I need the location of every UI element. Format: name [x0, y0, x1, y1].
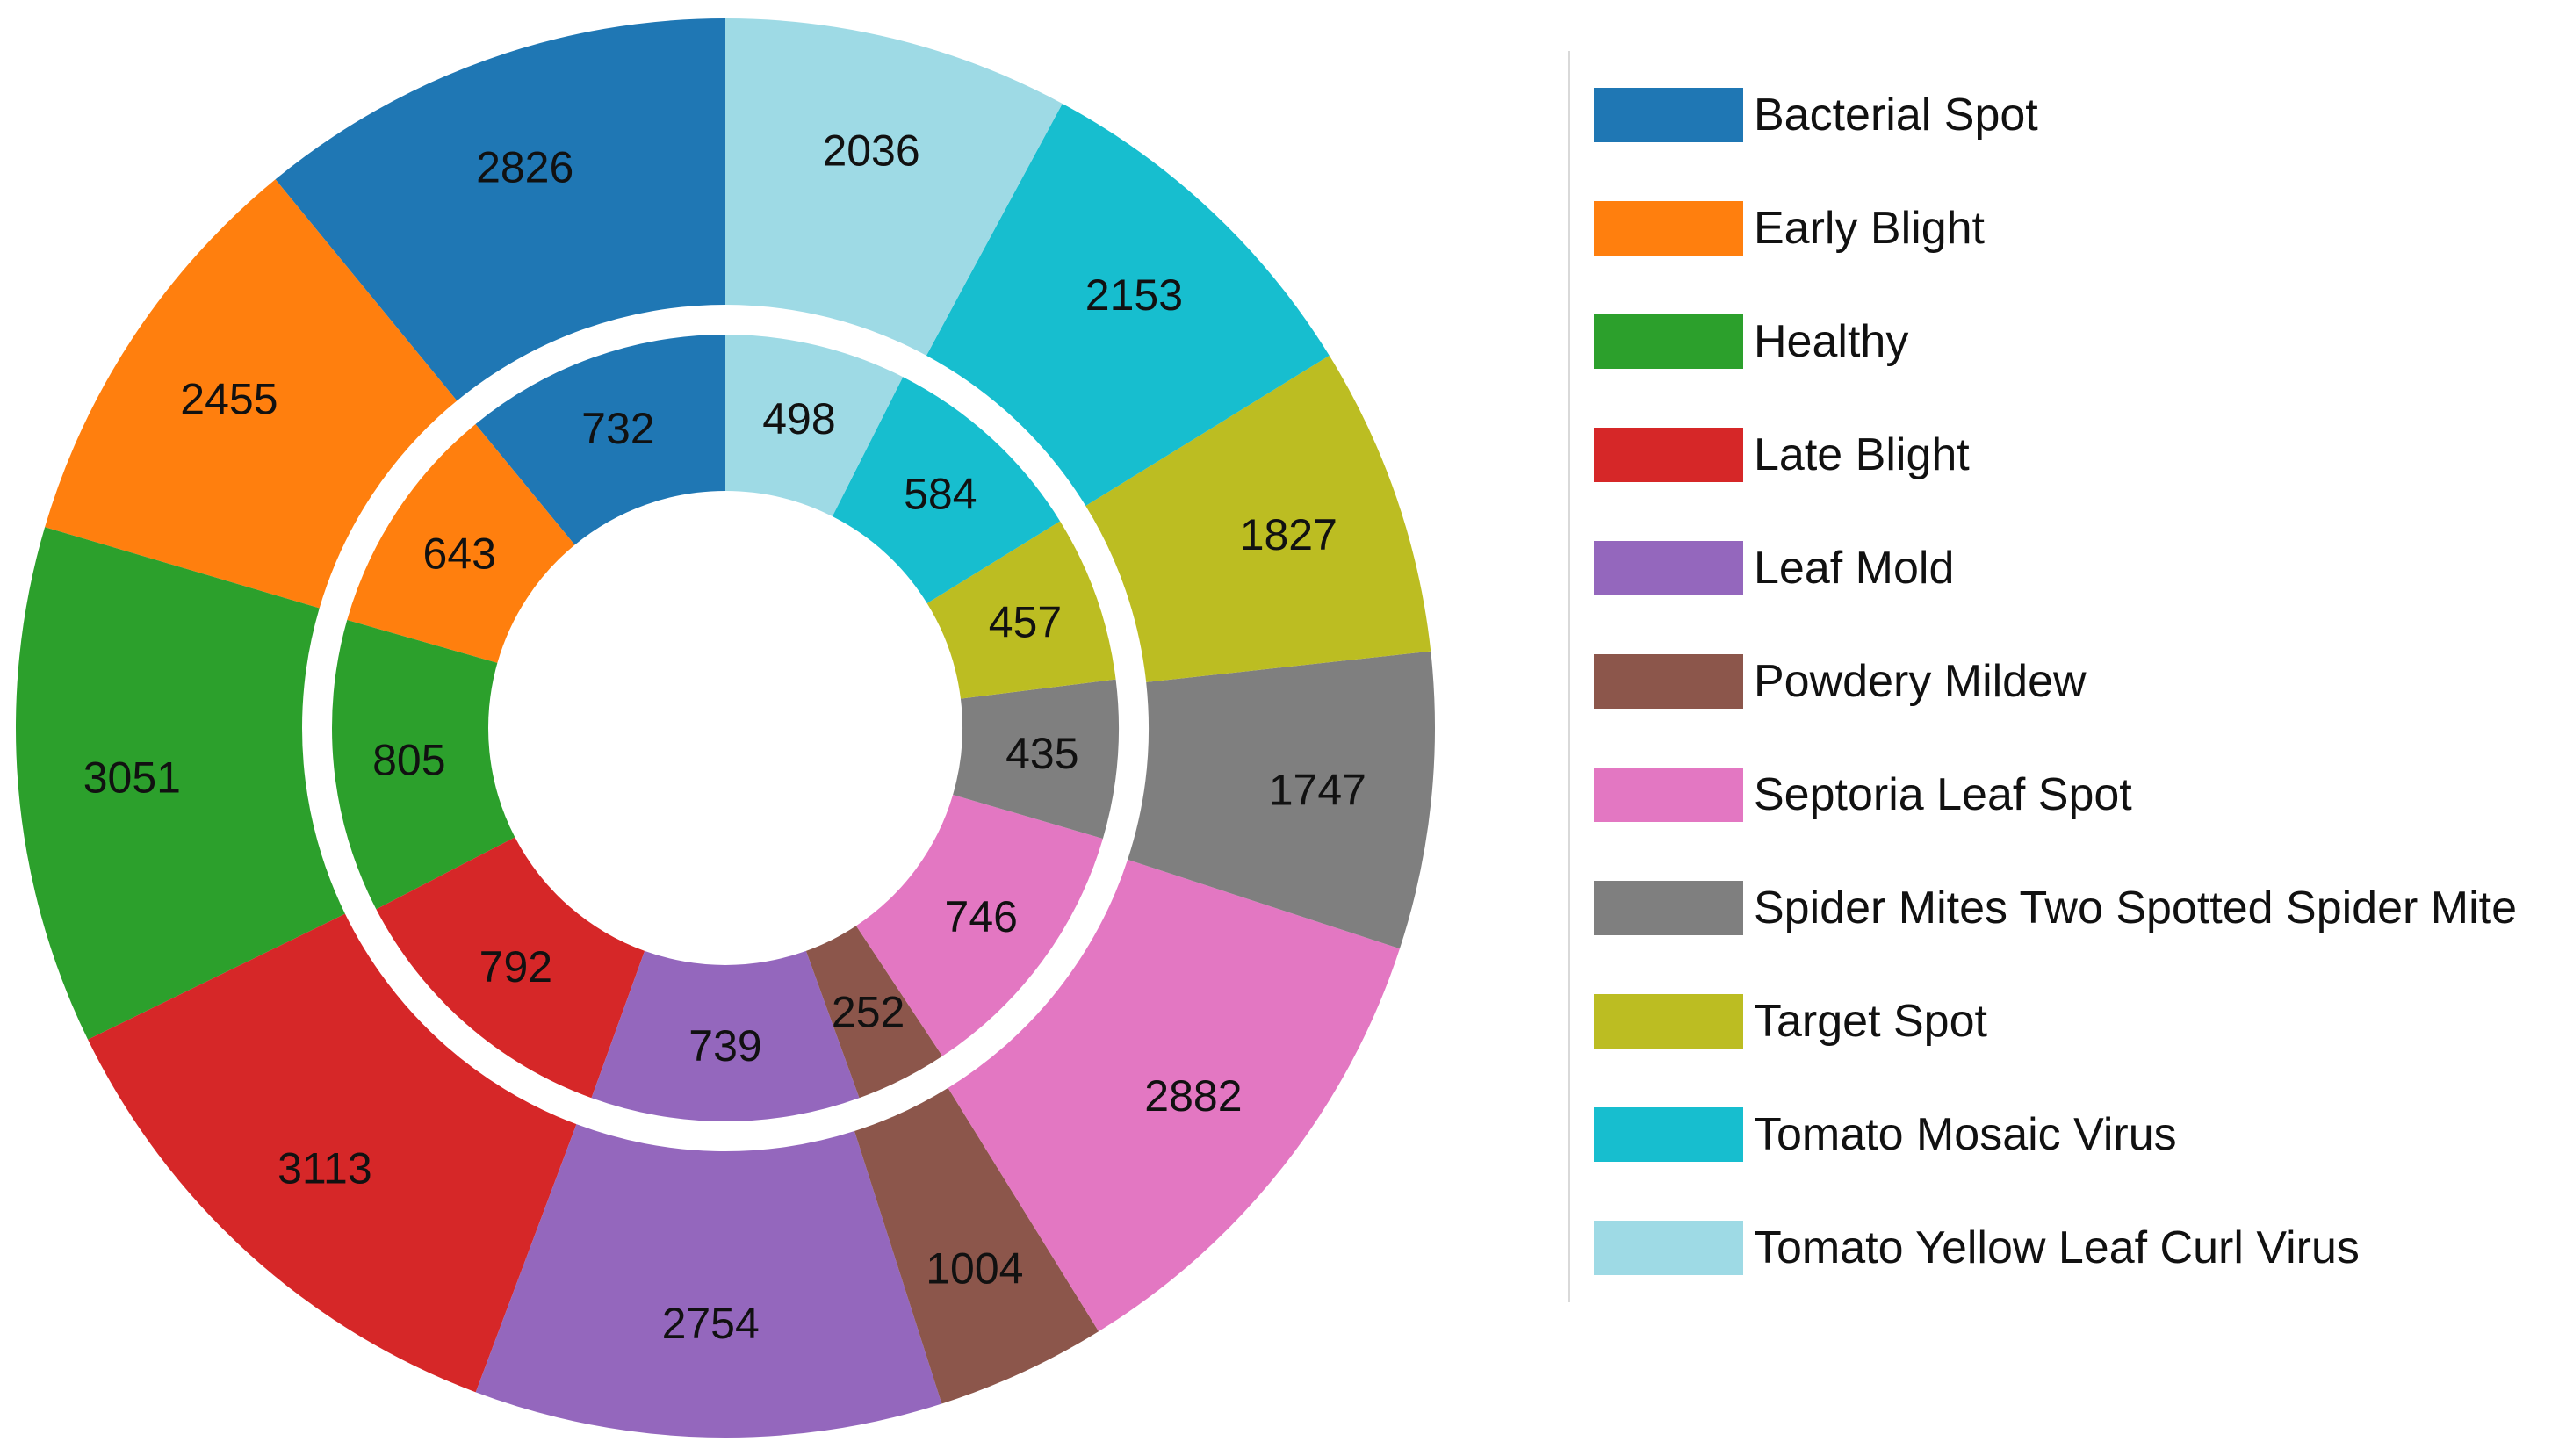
legend-item-powdery-mildew: Powdery Mildew [1594, 652, 2517, 710]
outer-slice-spider-mites-two-spotted-spider-mite [1128, 651, 1436, 949]
legend-item-tomato-yellow-leaf-curl-virus: Tomato Yellow Leaf Curl Virus [1594, 1218, 2517, 1277]
legend-label: Healthy [1754, 315, 1909, 367]
outer-slice-powdery-mildew [854, 1087, 1099, 1404]
legend-divider [1568, 51, 1570, 1302]
legend-item-late-blight: Late Blight [1594, 425, 2517, 484]
legend-label: Leaf Mold [1754, 542, 1955, 594]
inner-value-label: 792 [479, 942, 552, 991]
outer-slice-early-blight [45, 179, 458, 609]
outer-slice-late-blight [88, 913, 577, 1393]
outer-slice-septoria-leaf-spot [948, 859, 1400, 1332]
inner-slice-bacterial-spot [475, 335, 725, 545]
legend-swatch [1594, 200, 1743, 256]
outer-slice-target-spot [1085, 355, 1431, 682]
inner-value-label: 252 [832, 987, 905, 1036]
outer-value-label: 2754 [662, 1299, 760, 1348]
legend-swatch [1594, 880, 1743, 935]
inner-slice-powdery-mildew [805, 926, 943, 1099]
legend-swatch [1594, 427, 1743, 482]
inner-value-label: 732 [581, 404, 654, 453]
legend-label: Septoria Leaf Spot [1754, 768, 2132, 820]
legend-swatch [1594, 87, 1743, 142]
legend-item-tomato-mosaic-virus: Tomato Mosaic Virus [1594, 1105, 2517, 1164]
legend-label: Tomato Yellow Leaf Curl Virus [1754, 1222, 2360, 1273]
inner-slice-tomato-yellow-leaf-curl-virus [725, 335, 904, 517]
legend-swatch [1594, 767, 1743, 822]
inner-value-label: 643 [423, 530, 496, 579]
legend-label: Tomato Mosaic Virus [1754, 1108, 2177, 1160]
legend-label: Target Spot [1754, 995, 1987, 1047]
legend-item-target-spot: Target Spot [1594, 991, 2517, 1050]
legend-swatch [1594, 1106, 1743, 1162]
outer-slice-leaf-mold [475, 1124, 942, 1438]
legend-label: Spider Mites Two Spotted Spider Mite [1754, 882, 2518, 933]
outer-value-label: 2036 [822, 126, 919, 176]
legend-label: Bacterial Spot [1754, 89, 2038, 141]
legend-item-healthy: Healthy [1594, 312, 2517, 371]
legend-item-septoria-leaf-spot: Septoria Leaf Spot [1594, 765, 2517, 824]
outer-value-label: 1747 [1269, 765, 1366, 814]
inner-value-label: 584 [904, 469, 977, 518]
legend-label: Early Blight [1754, 202, 1985, 254]
inner-value-label: 805 [372, 735, 445, 784]
inner-slice-target-spot [926, 521, 1116, 699]
legend-item-early-blight: Early Blight [1594, 198, 2517, 257]
legend-swatch [1594, 993, 1743, 1049]
legend-item-bacterial-spot: Bacterial Spot [1594, 85, 2517, 144]
inner-slice-spider-mites-two-spotted-spider-mite [953, 679, 1119, 839]
legend-label: Powdery Mildew [1754, 655, 2087, 707]
outer-slice-tomato-mosaic-virus [926, 103, 1330, 507]
legend-swatch [1594, 540, 1743, 595]
legend-swatch [1594, 653, 1743, 709]
legend-swatch [1594, 314, 1743, 369]
inner-slice-leaf-mold [591, 950, 860, 1122]
outer-slice-healthy [16, 527, 345, 1040]
outer-value-label: 3113 [278, 1144, 372, 1193]
inner-value-label: 498 [762, 394, 835, 443]
outer-value-label: 2826 [476, 143, 573, 192]
inner-slice-septoria-leaf-spot [855, 794, 1103, 1056]
inner-slice-early-blight [347, 423, 575, 663]
inner-value-label: 746 [945, 892, 1018, 941]
outer-value-label: 3051 [83, 753, 181, 803]
inner-slice-tomato-mosaic-virus [832, 377, 1061, 604]
inner-value-label: 457 [989, 598, 1062, 647]
inner-slice-healthy [332, 620, 515, 910]
outer-value-label: 2455 [180, 374, 278, 423]
outer-value-label: 1004 [926, 1244, 1023, 1294]
inner-value-label: 435 [1005, 729, 1078, 778]
outer-value-label: 2153 [1085, 270, 1183, 320]
outer-value-label: 2882 [1144, 1071, 1242, 1121]
donut-chart: 2826 2455 3051 3113 2754 1004 2882 1747 1827 2153… [16, 18, 1436, 1438]
inner-slice-late-blight [376, 837, 645, 1099]
outer-value-label: 1827 [1240, 510, 1337, 559]
legend-item-leaf-mold: Leaf Mold [1594, 538, 2517, 597]
outer-slice-tomato-yellow-leaf-curl-virus [725, 18, 1063, 356]
legend: Bacterial Spot Early Blight Healthy Late Bl… [1594, 85, 2517, 1331]
legend-label: Late Blight [1754, 429, 1970, 480]
legend-item-spider-mites-two-spotted-spider-mite: Spider Mites Two Spotted Spider Mite [1594, 878, 2517, 937]
outer-slice-bacterial-spot [275, 18, 726, 401]
inner-value-label: 739 [688, 1021, 761, 1070]
legend-swatch [1594, 1220, 1743, 1275]
